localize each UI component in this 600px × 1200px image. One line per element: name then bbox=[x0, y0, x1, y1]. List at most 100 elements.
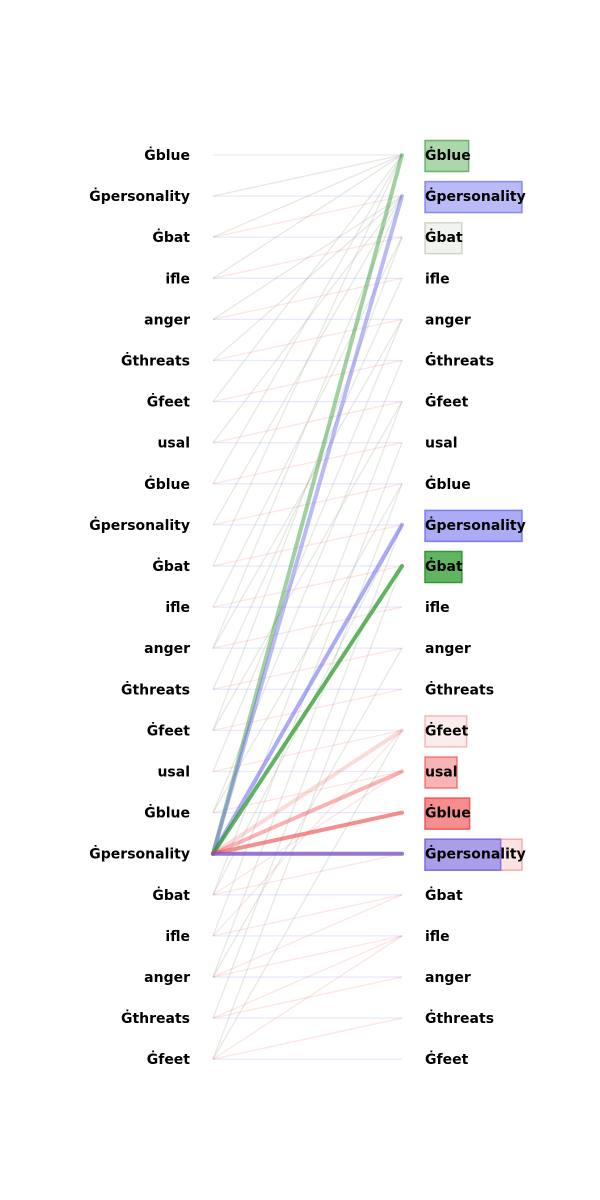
faint-link bbox=[212, 935, 403, 978]
faint-link bbox=[212, 483, 403, 526]
weight-bar bbox=[424, 221, 463, 255]
weight-bar bbox=[424, 180, 523, 214]
source-token: anger bbox=[144, 970, 190, 986]
faint-link bbox=[212, 1017, 403, 1060]
faint-link bbox=[212, 565, 403, 608]
target-token: Ġthreats bbox=[425, 352, 494, 370]
faint-link bbox=[212, 976, 403, 1019]
faint-link bbox=[212, 647, 403, 978]
highlight-link bbox=[211, 564, 404, 856]
weight-bar bbox=[424, 756, 458, 789]
source-token: anger bbox=[144, 312, 190, 328]
weight-bar bbox=[424, 550, 463, 584]
target-token-labels: Ġblue Ġpersonality Ġbat ifle anger Ġthreats Ġf… bbox=[425, 146, 526, 1068]
faint-link bbox=[212, 277, 403, 321]
faint-link bbox=[212, 400, 403, 444]
source-token: Ġfeet bbox=[147, 1050, 191, 1068]
source-token: Ġpersonality bbox=[89, 516, 190, 534]
faint-link bbox=[212, 894, 403, 978]
faint-link bbox=[212, 195, 403, 649]
faint-link bbox=[212, 318, 403, 362]
target-token: ifle bbox=[425, 929, 450, 945]
faint-link bbox=[212, 236, 403, 731]
faint-link bbox=[212, 524, 403, 567]
target-token: Ġpersonality bbox=[425, 187, 526, 205]
faint-link bbox=[212, 730, 403, 1060]
weight-bar bbox=[424, 509, 523, 543]
highlight-attention-links bbox=[211, 153, 404, 856]
source-token-labels: Ġblue Ġpersonality Ġbat ifle anger Ġthreats Ġf… bbox=[89, 146, 190, 1068]
target-token: Ġblue bbox=[425, 146, 471, 164]
faint-link bbox=[212, 935, 403, 1019]
faint-link bbox=[212, 360, 403, 813]
faint-link bbox=[212, 319, 403, 649]
faint-link bbox=[212, 154, 403, 197]
source-token: ifle bbox=[165, 271, 190, 287]
source-token: Ġblue bbox=[144, 804, 190, 822]
target-token: Ġfeet bbox=[425, 721, 469, 739]
weight-bar bbox=[424, 838, 502, 871]
faint-link bbox=[212, 524, 403, 1019]
target-token: Ġfeet bbox=[425, 1050, 469, 1068]
target-token: Ġthreats bbox=[425, 1009, 494, 1027]
highlight-link bbox=[211, 728, 404, 856]
faint-link bbox=[212, 154, 403, 402]
faint-link bbox=[212, 319, 403, 772]
faint-link bbox=[212, 154, 403, 279]
highlight-link bbox=[211, 194, 404, 856]
faint-link bbox=[212, 195, 403, 444]
source-token: Ġfeet bbox=[147, 393, 191, 411]
faint-link bbox=[212, 195, 403, 361]
target-token: Ġbat bbox=[425, 886, 463, 904]
faint-link bbox=[212, 154, 403, 485]
faint-link bbox=[212, 483, 403, 978]
target-token: ifle bbox=[425, 271, 450, 287]
faint-link bbox=[212, 278, 403, 690]
target-token: Ġthreats bbox=[425, 680, 494, 698]
faint-link bbox=[212, 154, 403, 567]
source-token: Ġbat bbox=[152, 557, 190, 575]
highlight-link bbox=[211, 810, 404, 856]
faint-link bbox=[212, 853, 403, 896]
target-token: anger bbox=[425, 641, 471, 657]
faint-link bbox=[212, 154, 403, 238]
source-token: Ġblue bbox=[144, 475, 190, 493]
faint-link bbox=[212, 647, 403, 690]
target-token: anger bbox=[425, 312, 471, 328]
weight-bar bbox=[424, 715, 468, 748]
faint-link bbox=[212, 359, 403, 403]
source-token: anger bbox=[144, 641, 190, 657]
highlight-link bbox=[211, 522, 404, 856]
faint-link bbox=[212, 729, 403, 773]
faint-link bbox=[212, 236, 403, 279]
source-token: Ġpersonality bbox=[89, 845, 190, 863]
highlight-link bbox=[211, 153, 404, 856]
faint-link bbox=[212, 935, 403, 1060]
target-token: Ġpersonality bbox=[425, 845, 526, 863]
faint-link bbox=[212, 195, 403, 526]
source-token: ifle bbox=[165, 929, 190, 945]
target-token: Ġpersonality bbox=[425, 516, 526, 534]
target-token: Ġblue bbox=[425, 475, 471, 493]
weight-bar bbox=[424, 797, 471, 830]
faint-link bbox=[212, 195, 403, 238]
highlight-link bbox=[211, 769, 404, 856]
source-token: Ġthreats bbox=[121, 1009, 190, 1027]
source-token: usal bbox=[157, 765, 190, 781]
target-token: anger bbox=[425, 970, 471, 986]
source-token: Ġblue bbox=[144, 146, 190, 164]
target-token: Ġbat bbox=[425, 557, 463, 575]
faint-link bbox=[212, 401, 403, 731]
source-token: Ġbat bbox=[152, 228, 190, 246]
target-token: usal bbox=[425, 436, 458, 452]
target-token: usal bbox=[425, 765, 458, 781]
faint-link bbox=[212, 894, 403, 937]
faint-link bbox=[212, 565, 403, 1060]
source-token: ifle bbox=[165, 600, 190, 616]
source-token: Ġthreats bbox=[121, 352, 190, 370]
faint-link bbox=[212, 442, 403, 485]
faint-link bbox=[212, 236, 403, 608]
source-token: Ġpersonality bbox=[89, 187, 190, 205]
attention-weight-bars bbox=[424, 139, 523, 871]
